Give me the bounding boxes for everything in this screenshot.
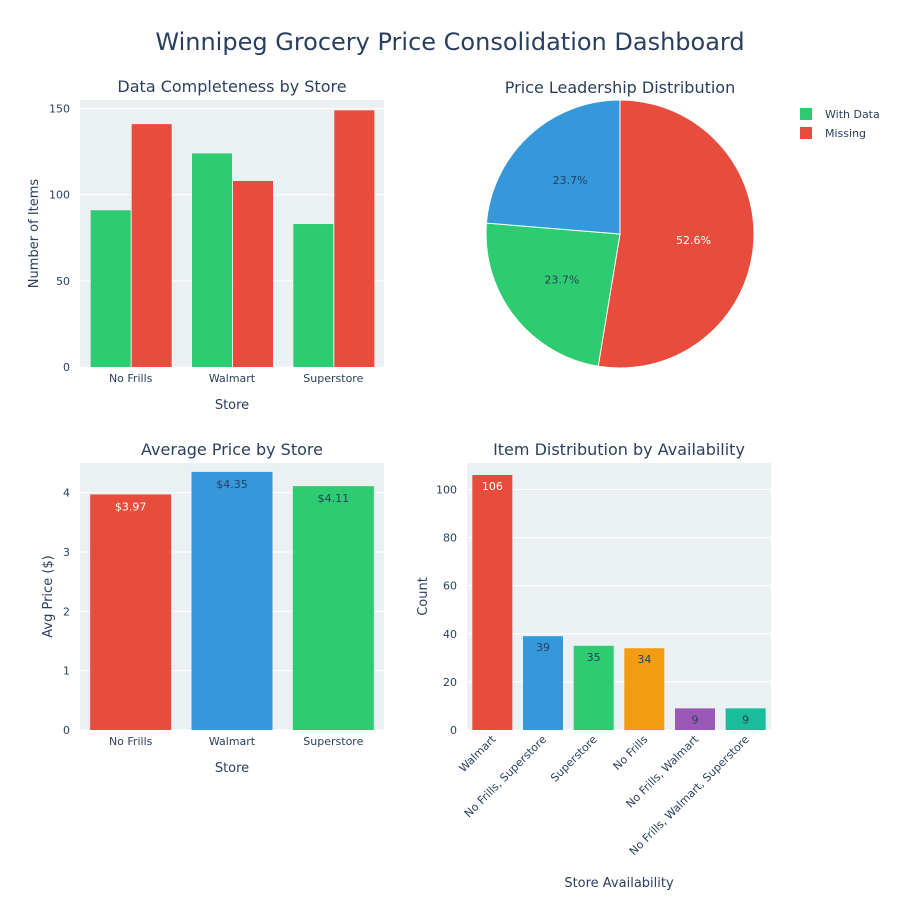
bar-value-label: $4.35 [216, 478, 248, 491]
x-tick-label: Superstore [303, 735, 363, 748]
bar-with-data[interactable] [192, 153, 232, 367]
bar-value-label: 35 [587, 651, 601, 664]
legend-label: Missing [825, 127, 866, 140]
bar-value-label: 9 [692, 713, 699, 726]
y-tick-label: 0 [63, 361, 70, 374]
x-axis-label: Store [215, 761, 249, 776]
pie-slice[interactable] [485, 99, 621, 235]
bar-value-label: 39 [536, 641, 550, 654]
bar-missing[interactable] [334, 110, 375, 368]
y-tick-label: 100 [436, 483, 457, 496]
subplot-title: Price Leadership Distribution [505, 78, 735, 97]
x-axis-label: Store Availability [564, 876, 674, 891]
pie-slice-label: 52.6% [676, 234, 711, 247]
chart-availability: 0 20 40 60 80 100 Item Distribution by Availab… [416, 440, 771, 891]
legend-swatch [800, 108, 812, 120]
x-tick-label: No Frills [611, 733, 651, 773]
bar-missing[interactable] [131, 124, 172, 368]
legend-swatch [800, 127, 812, 139]
y-tick-label: 150 [49, 103, 70, 116]
y-tick-label: 20 [443, 676, 457, 689]
y-axis-label: Number of Items [27, 179, 42, 289]
bar-value-label: $3.97 [115, 500, 147, 513]
subplot-title: Item Distribution by Availability [493, 440, 745, 459]
y-tick-label: 80 [443, 532, 457, 545]
bar-value-label: 34 [637, 653, 651, 666]
dashboard-title: Winnipeg Grocery Price Consolidation Das… [155, 28, 744, 56]
y-tick-label: 100 [49, 189, 70, 202]
bar[interactable] [191, 471, 273, 730]
bar[interactable] [573, 645, 614, 730]
y-tick-label: 50 [56, 275, 70, 288]
y-tick-label: 0 [450, 724, 457, 737]
y-tick-label: 4 [63, 487, 70, 500]
bar-value-label: $4.11 [318, 492, 350, 505]
bar-with-data[interactable] [293, 224, 334, 367]
bar-missing[interactable] [233, 180, 273, 367]
x-tick-label: Walmart [457, 732, 499, 774]
y-tick-label: 2 [63, 605, 70, 618]
x-tick-label: Walmart [209, 372, 256, 385]
bar-with-data[interactable] [90, 210, 131, 367]
pie-slice[interactable] [485, 222, 621, 367]
x-tick-label: Superstore [548, 733, 600, 785]
bar[interactable] [523, 636, 563, 730]
plot-area [467, 463, 771, 730]
subplot-title: Data Completeness by Store [117, 77, 346, 96]
pie-slice-label: 23.7% [544, 273, 579, 286]
legend[interactable]: With Data Missing [800, 108, 880, 140]
y-tick-label: 3 [63, 546, 70, 559]
pie-slice[interactable] [597, 99, 755, 369]
y-tick-label: 60 [443, 580, 457, 593]
x-tick-label: Superstore [303, 372, 363, 385]
bar[interactable] [675, 708, 715, 730]
bar[interactable] [624, 648, 665, 730]
legend-label: With Data [825, 108, 880, 121]
chart-avgprice: 0 1 2 3 4 Average Price by Store Avg Price ($)… [41, 440, 384, 776]
y-tick-label: 0 [63, 724, 70, 737]
legend-item[interactable]: With Data [800, 108, 880, 121]
bar[interactable] [472, 475, 513, 730]
subplot-title: Average Price by Store [141, 440, 323, 459]
x-tick-label: No Frills [109, 372, 153, 385]
bar-value-label: 106 [482, 480, 503, 493]
legend-item[interactable]: Missing [800, 127, 866, 140]
bar[interactable] [90, 494, 172, 730]
y-axis-label: Count [416, 577, 431, 616]
bar-value-label: 9 [742, 713, 749, 726]
bar[interactable] [725, 708, 766, 730]
pie-slice-label: 23.7% [553, 174, 588, 187]
chart-completeness: 0 50 100 150 Data Completeness by Store Numbe… [27, 77, 384, 413]
y-axis-label: Avg Price ($) [41, 555, 56, 637]
y-tick-label: 40 [443, 628, 457, 641]
chart-leadership: Price Leadership Distribution 52.6% 23.7% 2… [485, 78, 755, 369]
y-tick-label: 1 [63, 665, 70, 678]
bar[interactable] [292, 486, 374, 730]
x-axis-label: Store [215, 398, 249, 413]
x-tick-label: No Frills [109, 735, 153, 748]
x-tick-label: Walmart [209, 735, 256, 748]
